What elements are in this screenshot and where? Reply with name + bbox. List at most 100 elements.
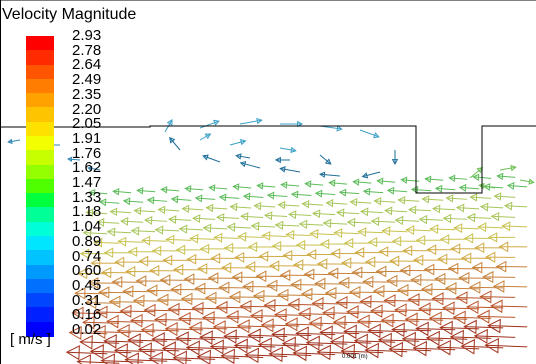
velocity-vector-head	[82, 228, 92, 238]
velocity-vector-head	[133, 206, 142, 216]
velocity-vector-head	[277, 200, 286, 210]
velocity-vector-head	[476, 167, 484, 174]
colorbar-tick-label: 1.47	[72, 174, 102, 191]
velocity-vector-shaft	[315, 192, 336, 196]
velocity-vector-head	[204, 133, 212, 140]
velocity-vector-shaft	[310, 233, 336, 236]
velocity-vector-head	[325, 199, 334, 208]
velocity-vector-head	[160, 186, 168, 194]
velocity-vector-shaft	[456, 297, 492, 299]
velocity-vector-head	[423, 263, 435, 276]
colorbar-swatch	[26, 221, 54, 237]
velocity-vector-shaft	[241, 215, 264, 218]
velocity-vector-shaft	[90, 350, 132, 354]
velocity-vector-head	[370, 216, 380, 227]
velocity-vector-shaft	[330, 341, 372, 344]
velocity-vector-shaft	[199, 133, 211, 141]
velocity-vector-shaft	[282, 343, 324, 346]
velocity-vector-head	[295, 326, 309, 342]
colorbar	[26, 36, 54, 337]
velocity-vector-head	[157, 205, 166, 215]
velocity-vector-shaft	[155, 229, 180, 232]
velocity-vector-shaft	[245, 354, 288, 358]
velocity-vector-head	[237, 231, 247, 242]
velocity-vector-head	[375, 265, 387, 278]
velocity-vector-shaft	[485, 344, 528, 348]
velocity-vector-head	[95, 305, 108, 319]
velocity-vector-head	[242, 192, 251, 201]
velocity-vector-head	[436, 253, 448, 265]
velocity-vector-shaft	[491, 215, 516, 218]
velocity-vector-head	[401, 331, 416, 347]
velocity-vector-head	[369, 304, 383, 318]
velocity-vector-head	[329, 334, 344, 350]
velocity-vector-shaft	[152, 338, 192, 341]
velocity-vector-head	[359, 295, 372, 309]
velocity-vector-head	[410, 273, 422, 287]
velocity-vector-head	[85, 208, 94, 217]
colorbar-swatch	[26, 321, 54, 337]
velocity-vector-head	[343, 324, 357, 340]
velocity-vector-head	[175, 244, 186, 255]
velocity-vector-shaft	[280, 168, 301, 173]
velocity-vector-head	[112, 188, 120, 196]
velocity-vector-shaft	[507, 184, 528, 188]
velocity-vector-shaft	[181, 298, 216, 300]
velocity-vector-shaft	[254, 205, 276, 208]
velocity-vector-shaft	[166, 238, 192, 241]
velocity-vector-shaft	[469, 286, 504, 289]
velocity-vector-head	[146, 284, 158, 297]
velocity-vector-shaft	[329, 182, 348, 185]
velocity-vector-head	[186, 253, 197, 265]
velocity-vector-shaft	[474, 335, 516, 338]
velocity-vector-shaft	[413, 347, 456, 351]
velocity-vector-shaft	[478, 226, 504, 229]
velocity-vector-head	[319, 171, 326, 178]
velocity-vector-head	[391, 159, 399, 166]
velocity-vector-head	[306, 249, 317, 260]
velocity-vector-shaft	[488, 325, 528, 328]
velocity-vector-head	[98, 286, 110, 299]
velocity-vector-head	[194, 282, 206, 295]
velocity-vector-head	[276, 288, 289, 302]
velocity-vector-shaft	[419, 218, 444, 221]
velocity-vector-shaft	[107, 231, 132, 234]
velocity-vector-shaft	[371, 220, 396, 223]
velocity-vector-head	[143, 303, 156, 317]
velocity-vector-shaft	[305, 183, 324, 186]
velocity-vector-head	[487, 318, 501, 334]
velocity-vector-shaft	[113, 190, 132, 194]
velocity-vector-head	[244, 347, 259, 364]
velocity-vector-head	[196, 349, 211, 364]
velocity-vector-head	[213, 232, 223, 243]
velocity-vector-shaft	[430, 228, 456, 231]
velocity-vector-head	[431, 292, 444, 306]
velocity-vector-head	[68, 325, 82, 341]
velocity-vector-shaft	[378, 339, 420, 342]
velocity-vector-head	[95, 217, 105, 227]
velocity-vector-head	[396, 283, 409, 297]
velocity-vector-shaft	[121, 220, 144, 223]
velocity-vector-shaft	[449, 177, 468, 180]
velocity-vector-head	[234, 251, 245, 263]
velocity-vector-shaft	[422, 198, 444, 201]
colorbar-swatch	[26, 178, 54, 194]
velocity-vector-shaft	[226, 316, 264, 318]
velocity-vector-head	[425, 330, 440, 346]
velocity-vector-shaft	[336, 301, 372, 304]
velocity-vector-shaft	[118, 240, 144, 243]
velocity-vector-shaft	[133, 300, 168, 302]
velocity-vector-head	[263, 298, 276, 313]
velocity-vector-head	[439, 234, 450, 245]
velocity-vector-shaft	[359, 129, 379, 138]
velocity-vector-head	[162, 254, 173, 266]
colorbar-swatch	[26, 307, 54, 323]
velocity-vector-shaft	[193, 217, 216, 220]
velocity-vector-head	[333, 228, 343, 238]
colorbar-swatch	[26, 164, 54, 180]
velocity-vector-head	[103, 334, 117, 349]
velocity-vector-head	[247, 241, 258, 253]
velocity-vector-head	[292, 259, 304, 271]
velocity-vector-head	[90, 257, 101, 269]
velocity-vector-shaft	[182, 208, 204, 211]
